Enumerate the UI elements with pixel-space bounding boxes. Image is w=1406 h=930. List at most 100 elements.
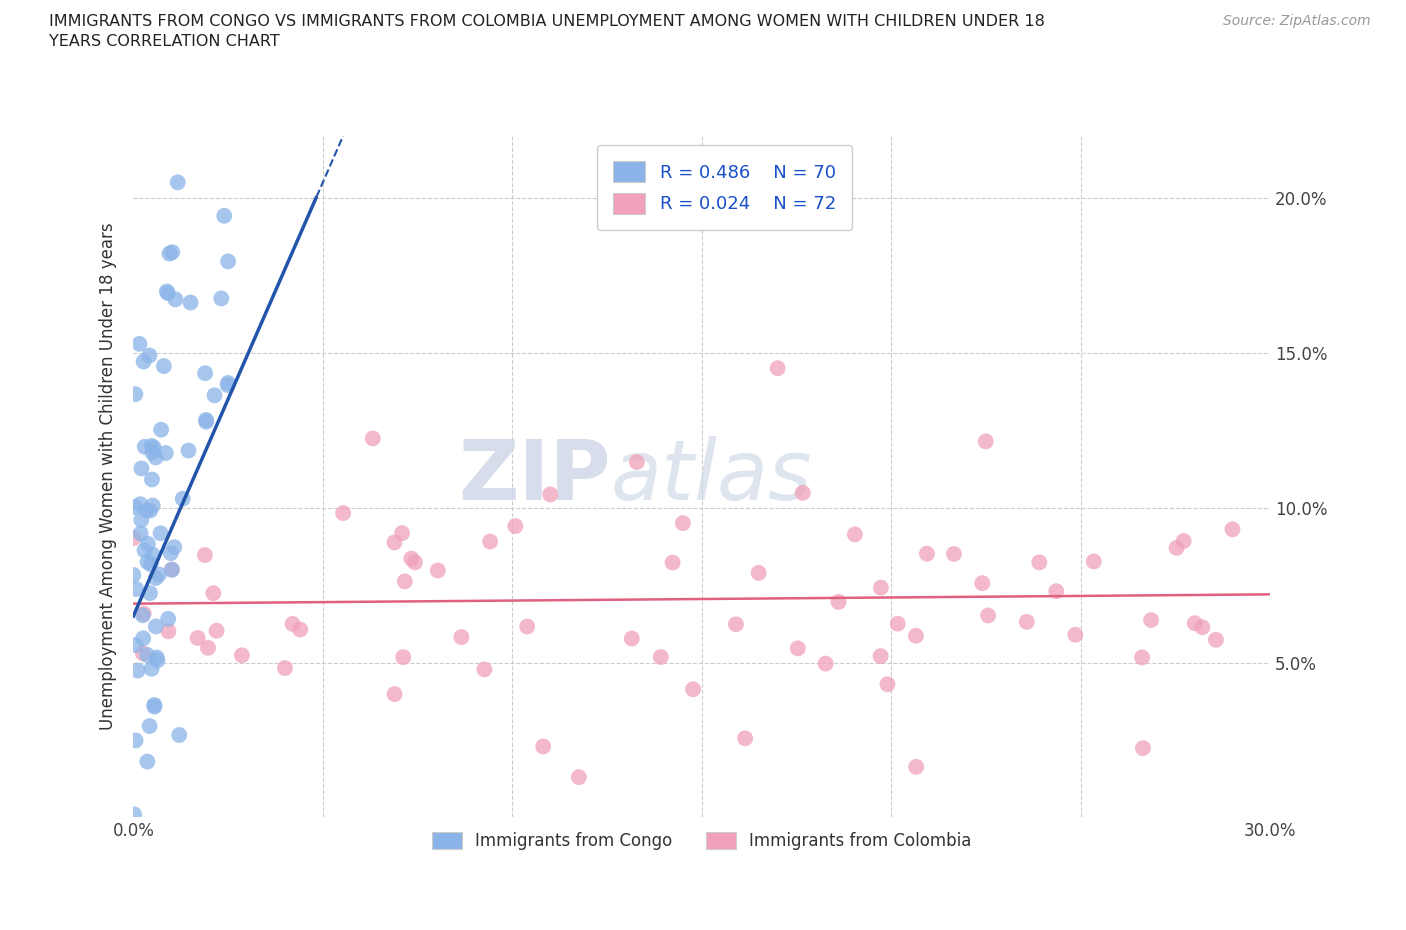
Point [288, 622, 311, 637]
Point [748, 565, 770, 580]
Point [124, 387, 146, 402]
Point [131, 461, 153, 476]
Point [505, 519, 527, 534]
Text: atlas: atlas [610, 436, 813, 517]
Point [141, 445, 163, 460]
Point [134, 543, 156, 558]
Point [132, 608, 155, 623]
Point [153, 359, 176, 374]
Point [197, 641, 219, 656]
Point [139, 586, 162, 601]
Point [160, 562, 183, 577]
Y-axis label: Unemployment Among Women with Children Under 18 years: Unemployment Among Women with Children U… [100, 223, 117, 730]
Point [391, 525, 413, 540]
Point [205, 623, 228, 638]
Point [122, 807, 145, 822]
Text: IMMIGRANTS FROM CONGO VS IMMIGRANTS FROM COLOMBIA UNEMPLOYMENT AMONG WOMEN WITH : IMMIGRANTS FROM CONGO VS IMMIGRANTS FROM… [49, 14, 1045, 48]
Point [1064, 628, 1087, 643]
Point [132, 606, 155, 621]
Point [146, 653, 169, 668]
Point [479, 534, 502, 549]
Point [132, 354, 155, 369]
Point [204, 388, 226, 403]
Point [125, 581, 148, 596]
Point [135, 503, 157, 518]
Point [141, 661, 163, 676]
Point [531, 739, 554, 754]
Point [1015, 615, 1038, 630]
Point [401, 551, 423, 566]
Point [942, 547, 965, 562]
Point [1222, 522, 1244, 537]
Point [194, 365, 217, 380]
Point [142, 548, 165, 563]
Text: Source: ZipAtlas.com: Source: ZipAtlas.com [1223, 14, 1371, 28]
Point [141, 472, 163, 487]
Point [974, 434, 997, 449]
Point [166, 175, 188, 190]
Point [142, 498, 165, 513]
Point [132, 631, 155, 645]
Point [143, 698, 166, 712]
Point [217, 378, 239, 392]
Point [384, 535, 406, 550]
Point [650, 649, 672, 664]
Point [138, 348, 160, 363]
Point [869, 649, 891, 664]
Point [1140, 613, 1163, 628]
Point [167, 727, 190, 742]
Point [876, 677, 898, 692]
Point [159, 246, 181, 261]
Point [626, 455, 648, 470]
Point [149, 525, 172, 540]
Point [1173, 534, 1195, 549]
Point [122, 531, 145, 546]
Point [195, 414, 218, 429]
Point [156, 286, 179, 300]
Point [163, 539, 186, 554]
Point [138, 719, 160, 734]
Legend: Immigrants from Congo, Immigrants from Colombia: Immigrants from Congo, Immigrants from C… [426, 825, 979, 857]
Point [145, 619, 167, 634]
Point [1130, 650, 1153, 665]
Point [1184, 616, 1206, 631]
Point [977, 608, 1000, 623]
Point [195, 412, 218, 427]
Point [132, 645, 155, 660]
Point [1166, 540, 1188, 555]
Point [766, 361, 789, 376]
Point [450, 630, 472, 644]
Point [134, 439, 156, 454]
Point [122, 567, 145, 582]
Point [792, 485, 814, 500]
Point [281, 617, 304, 631]
Point [125, 638, 148, 653]
Point [155, 445, 177, 460]
Point [734, 731, 756, 746]
Point [231, 648, 253, 663]
Point [915, 546, 938, 561]
Point [516, 619, 538, 634]
Point [1191, 619, 1213, 634]
Point [150, 422, 173, 437]
Point [136, 554, 159, 569]
Point [682, 682, 704, 697]
Point [180, 295, 202, 310]
Point [786, 641, 808, 656]
Point [145, 450, 167, 465]
Point [972, 576, 994, 591]
Point [128, 337, 150, 352]
Point [129, 512, 152, 527]
Point [159, 546, 181, 561]
Point [1132, 740, 1154, 755]
Point [165, 292, 187, 307]
Point [1028, 555, 1050, 570]
Point [124, 733, 146, 748]
Point [724, 617, 747, 631]
Point [139, 557, 162, 572]
Point [142, 440, 165, 455]
Point [361, 431, 384, 445]
Point [1205, 632, 1227, 647]
Point [392, 650, 415, 665]
Point [661, 555, 683, 570]
